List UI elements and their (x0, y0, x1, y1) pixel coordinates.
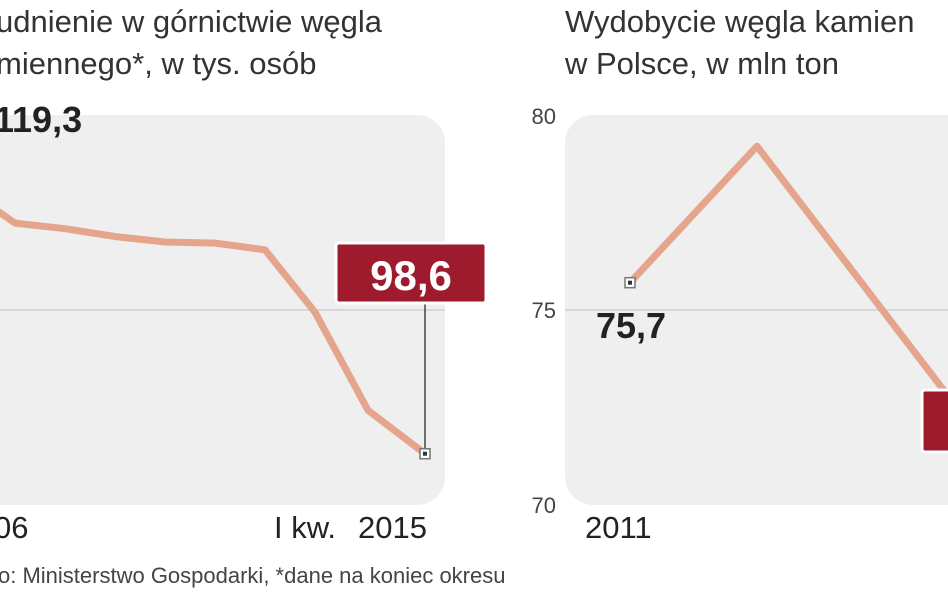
chart2-y-tick-70: 70 (532, 493, 556, 518)
chart1-title-line2: miennego*, w tys. osób (0, 46, 317, 81)
chart1-x-tick-start: 06 (0, 510, 28, 545)
chart2-marks (624, 142, 948, 400)
source-note: o: Ministerstwo Gospodarki, *dane na kon… (0, 563, 506, 588)
chart1-x-tick-end: 2015 (358, 510, 427, 545)
chart2-last-value-box (920, 388, 948, 454)
chart2-y-tick-80: 80 (532, 104, 556, 129)
chart2-series-line (626, 142, 948, 400)
chart1-x-tick-quarter: I kw. (274, 510, 336, 545)
chart2-x-tick-start: 2011 (585, 510, 652, 545)
chart1-series-line (0, 208, 429, 458)
chart2-first-value-label: 75,7 (596, 305, 666, 346)
chart1-point-marker-dot (423, 451, 427, 456)
chart1-last-value-box (334, 241, 488, 305)
chart2-y-tick-75: 75 (532, 298, 556, 323)
chart1-marks (0, 208, 431, 460)
chart1-last-value-label: 98,6 (370, 252, 452, 299)
chart2-title-line1: Wydobycie węgla kamien (565, 4, 915, 39)
chart2-point-marker-dot (628, 280, 632, 285)
chart2-title-line2: w Polsce, w mln ton (565, 46, 839, 81)
chart1-first-value-label: 119,3 (0, 99, 82, 140)
chart1-title-line1: udnienie w górnictwie węgla (0, 4, 383, 39)
